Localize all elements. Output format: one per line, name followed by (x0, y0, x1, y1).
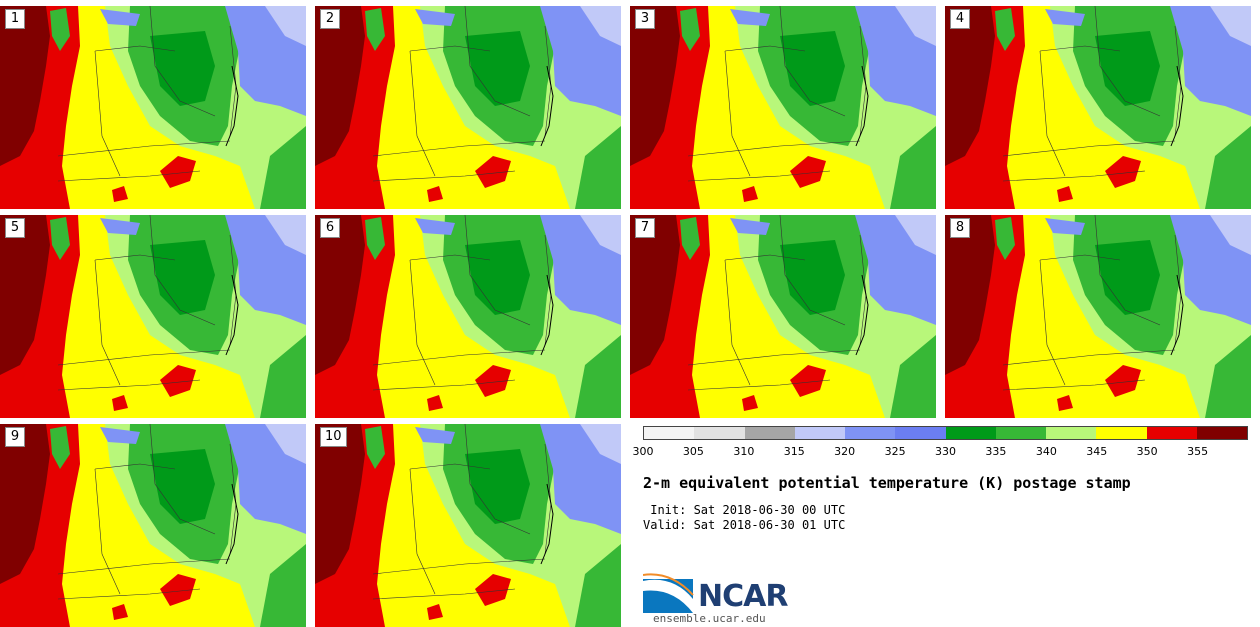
panel-number-9: 9 (5, 427, 25, 447)
map-panel-7: 7 (630, 215, 936, 418)
colorbar-tick-label: 320 (834, 445, 856, 458)
colorbar (643, 426, 1248, 440)
map-panel-3: 3 (630, 6, 936, 209)
map-image-3 (630, 6, 936, 209)
map-panel-6: 6 (315, 215, 621, 418)
colorbar-segment (945, 427, 996, 439)
colorbar-tick-label: 310 (733, 445, 755, 458)
colorbar-tick-label: 335 (985, 445, 1007, 458)
colorbar-tick-label: 330 (935, 445, 956, 458)
map-panel-10: 10 (315, 424, 621, 627)
map-image-7 (630, 215, 936, 418)
colorbar-segment (1196, 427, 1247, 439)
panel-number-2: 2 (320, 9, 340, 29)
colorbar-segment (1046, 427, 1097, 439)
panel-number-1: 1 (5, 9, 25, 29)
panel-number-7: 7 (635, 218, 655, 238)
map-image-5 (0, 215, 306, 418)
map-image-1 (0, 6, 306, 209)
colorbar-tick-label: 340 (1035, 445, 1057, 458)
time-info: Init: Sat 2018-06-30 00 UTC Valid: Sat 2… (643, 503, 845, 533)
colorbar-ticks: 300 305 310 315 320 325 330 335 340 345 350 355 (633, 445, 1248, 459)
map-panel-4: 4 (945, 6, 1251, 209)
map-panel-5: 5 (0, 215, 306, 418)
map-panel-1: 1 (0, 6, 306, 209)
colorbar-tick-label: 345 (1086, 445, 1108, 458)
panel-number-8: 8 (950, 218, 970, 238)
colorbar-segment (1096, 427, 1147, 439)
map-panel-9: 9 (0, 424, 306, 627)
init-time: Init: Sat 2018-06-30 00 UTC (643, 503, 846, 517)
colorbar-tick-label: 315 (783, 445, 805, 458)
map-panel-8: 8 (945, 215, 1251, 418)
ncar-logo-icon (643, 573, 694, 613)
colorbar-segment (1146, 427, 1197, 439)
colorbar-segment (794, 427, 845, 439)
map-image-10 (315, 424, 621, 627)
panel-number-6: 6 (320, 218, 340, 238)
valid-time: Valid: Sat 2018-06-30 01 UTC (643, 518, 846, 532)
colorbar-segment (694, 427, 745, 439)
panel-number-10: 10 (320, 427, 347, 447)
colorbar-segment (744, 427, 795, 439)
colorbar-tick-label: 325 (884, 445, 906, 458)
colorbar-tick-label: 350 (1136, 445, 1158, 458)
map-image-6 (315, 215, 621, 418)
figure-title: 2-m equivalent potential temperature (K)… (643, 474, 1131, 492)
colorbar-tick-label: 305 (682, 445, 704, 458)
panel-number-5: 5 (5, 218, 25, 238)
colorbar-segment (845, 427, 896, 439)
colorbar-segment (644, 427, 695, 439)
colorbar-tick-label: 300 (632, 445, 654, 458)
map-image-4 (945, 6, 1251, 209)
site-url: ensemble.ucar.edu (653, 612, 766, 625)
map-image-9 (0, 424, 306, 627)
colorbar-segment (895, 427, 946, 439)
colorbar-segment (995, 427, 1046, 439)
map-image-8 (945, 215, 1251, 418)
map-panel-2: 2 (315, 6, 621, 209)
map-image-2 (315, 6, 621, 209)
ncar-logo-text: NCAR (698, 579, 788, 614)
colorbar-tick-label: 355 (1187, 445, 1209, 458)
panel-number-3: 3 (635, 9, 655, 29)
panel-number-4: 4 (950, 9, 970, 29)
